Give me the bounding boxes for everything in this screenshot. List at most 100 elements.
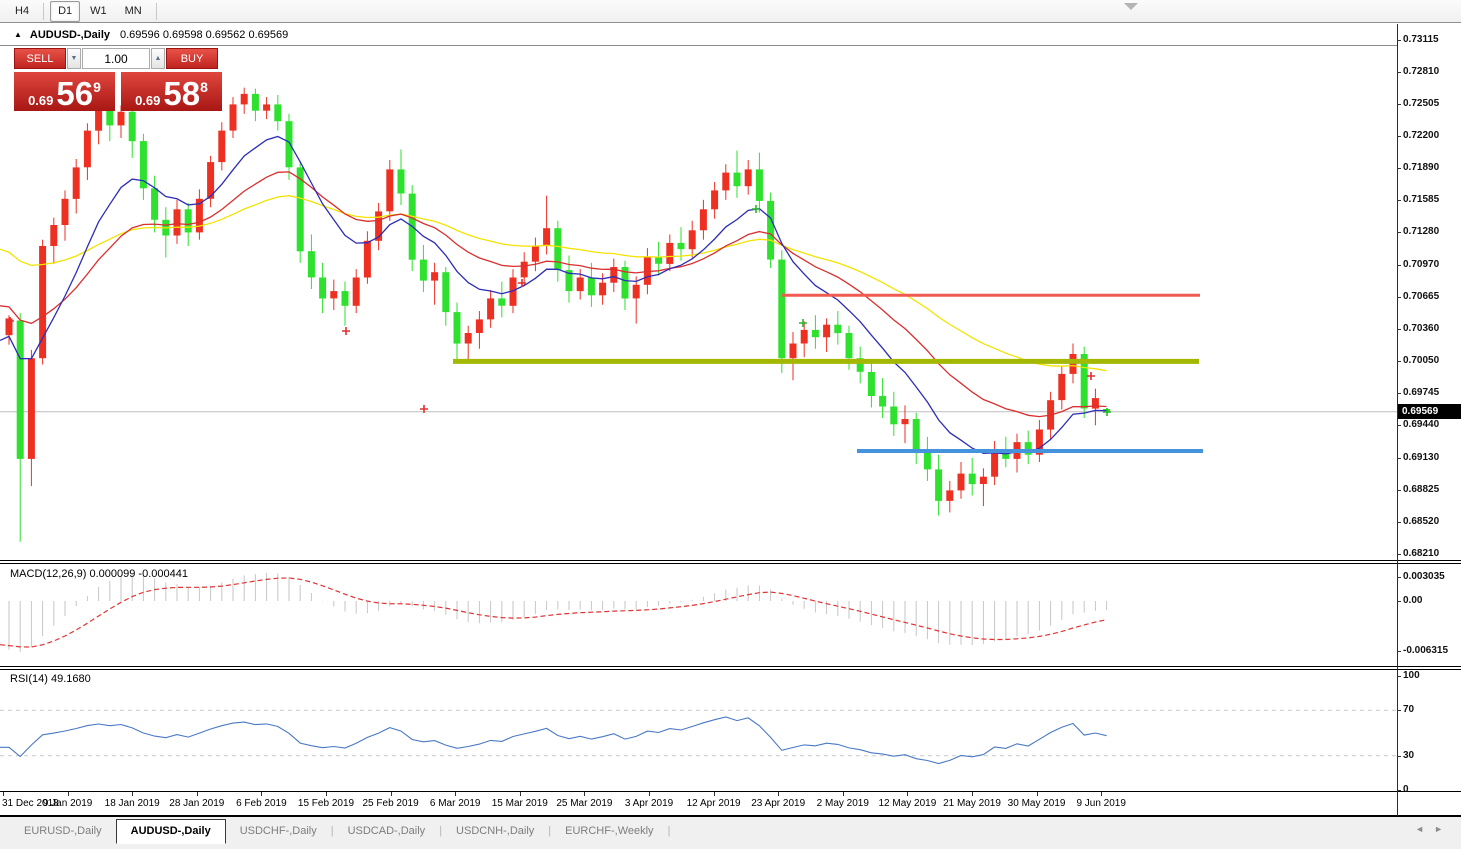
candle	[61, 198, 69, 225]
macd-separator-bottom	[0, 563, 1461, 564]
tab-usdcnh[interactable]: USDCNH-,Daily	[456, 825, 535, 837]
tab-audusd[interactable]: AUDUSD-,Daily	[115, 819, 226, 844]
candle	[341, 291, 349, 306]
candle	[509, 277, 517, 306]
trade-marker-icon	[1103, 408, 1111, 416]
one-click-trading-panel: SELL ▼ ▲ BUY 0.69 56 9 0.69 58 8	[14, 48, 222, 111]
chart-menu-arrow-icon[interactable]	[1124, 3, 1138, 10]
trade-marker-icon	[799, 319, 807, 327]
candle	[576, 277, 584, 292]
date-axis-label: 23 Apr 2019	[751, 798, 806, 809]
ma-slow-line	[0, 195, 1107, 372]
sell-price-tile[interactable]: 0.69 56 9	[14, 72, 115, 111]
candle	[554, 228, 562, 271]
price-tick	[1397, 489, 1401, 491]
macd-tick	[1397, 576, 1401, 578]
price-axis-label: 0.70665	[1403, 290, 1440, 302]
date-tick	[455, 792, 457, 796]
sell-button[interactable]: SELL	[14, 48, 66, 69]
timeframe-d1-button[interactable]: D1	[50, 0, 81, 22]
macd-axis-label: 0.003035	[1403, 570, 1445, 582]
candle	[699, 209, 707, 231]
trade-marker-icon	[420, 405, 428, 413]
candle	[733, 172, 741, 187]
rsi-axis-label: 0	[1403, 784, 1409, 795]
candle	[1069, 354, 1077, 374]
date-axis-border	[0, 791, 1461, 792]
candle	[375, 211, 383, 241]
candle	[789, 343, 797, 359]
candle	[1091, 398, 1099, 409]
candle	[285, 121, 293, 168]
price-tick	[1397, 103, 1401, 105]
volume-increase-icon[interactable]: ▲	[151, 48, 165, 69]
date-axis-label: 6 Mar 2019	[429, 798, 481, 809]
candle	[531, 246, 539, 262]
candle	[296, 167, 304, 252]
tab-scroll-arrows[interactable]: ◄►	[1415, 824, 1453, 834]
trade-marker-icon	[518, 279, 526, 287]
trade-marker-icon	[342, 327, 350, 335]
rsi-axis-label: 100	[1403, 670, 1420, 681]
date-tick	[907, 792, 909, 796]
rsi-tick	[1397, 710, 1401, 712]
macd-separator-top[interactable]	[0, 560, 1461, 561]
buy-button[interactable]: BUY	[166, 48, 218, 69]
date-tick	[842, 792, 844, 796]
price-tick	[1397, 168, 1401, 170]
price-tick	[1397, 554, 1401, 556]
date-tick	[326, 792, 327, 796]
volume-input[interactable]	[82, 48, 150, 69]
candle	[16, 320, 24, 459]
date-tick	[778, 792, 780, 796]
volume-decrease-icon[interactable]: ▼	[67, 48, 81, 69]
macd-values: 0.000099 -0.000441	[89, 568, 188, 580]
candle	[643, 256, 651, 285]
candle	[72, 167, 80, 199]
candle	[274, 104, 282, 122]
candle	[50, 225, 58, 246]
tab-usdchf[interactable]: USDCHF-,Daily	[239, 825, 317, 837]
rsi-axis-label: 30	[1403, 749, 1415, 761]
rsi-axis-label: 70	[1403, 704, 1415, 716]
tab-eurchf[interactable]: EURCHF-,Weekly	[565, 825, 654, 837]
macd-axis-label: 0.00	[1403, 595, 1423, 606]
candle	[655, 256, 663, 264]
macd-tick	[1397, 651, 1401, 653]
timeframe-mn-button[interactable]: MN	[124, 4, 142, 17]
collapse-panel-icon[interactable]: ▲	[14, 30, 22, 39]
buy-price-small: 0.69	[135, 93, 161, 108]
candle	[263, 104, 271, 111]
tab-eurusd[interactable]: EURUSD-,Daily	[24, 825, 102, 837]
sell-price-big: 56	[56, 75, 94, 112]
timeframe-toolbar: H4 D1 W1 MN	[0, 0, 1461, 23]
price-axis-label: 0.71280	[1403, 226, 1440, 238]
price-tick	[1397, 296, 1401, 298]
candle	[498, 298, 506, 306]
macd-label: MACD(12,26,9) 0.000099 -0.000441	[10, 568, 188, 580]
candle	[5, 318, 13, 336]
price-tick	[1397, 200, 1401, 202]
candle	[711, 190, 719, 210]
candle	[218, 130, 226, 163]
date-tick	[649, 792, 650, 796]
candle	[834, 324, 842, 334]
timeframe-w1-button[interactable]: W1	[90, 4, 107, 17]
rsi-tick	[1397, 755, 1401, 757]
date-tick	[584, 792, 586, 796]
date-axis-label: 25 Feb 2019	[362, 798, 419, 809]
price-tick	[1397, 71, 1401, 73]
rsi-label: RSI(14) 49.1680	[10, 673, 91, 685]
tab-scroll-left-icon[interactable]: ◄	[1415, 824, 1435, 834]
rsi-separator-top[interactable]	[0, 666, 1461, 667]
candle	[543, 228, 551, 246]
tab-usdcad[interactable]: USDCAD-,Daily	[347, 825, 426, 837]
price-axis-label: 0.70050	[1403, 355, 1440, 367]
date-axis-label: 18 Jan 2019	[104, 798, 160, 809]
date-axis-label: 3 Apr 2019	[624, 798, 674, 809]
tab-scroll-right-icon[interactable]: ►	[1434, 824, 1453, 834]
candle	[442, 272, 450, 313]
candle	[397, 169, 405, 194]
buy-price-tile[interactable]: 0.69 58 8	[121, 72, 222, 111]
timeframe-h4-button[interactable]: H4	[15, 4, 30, 17]
